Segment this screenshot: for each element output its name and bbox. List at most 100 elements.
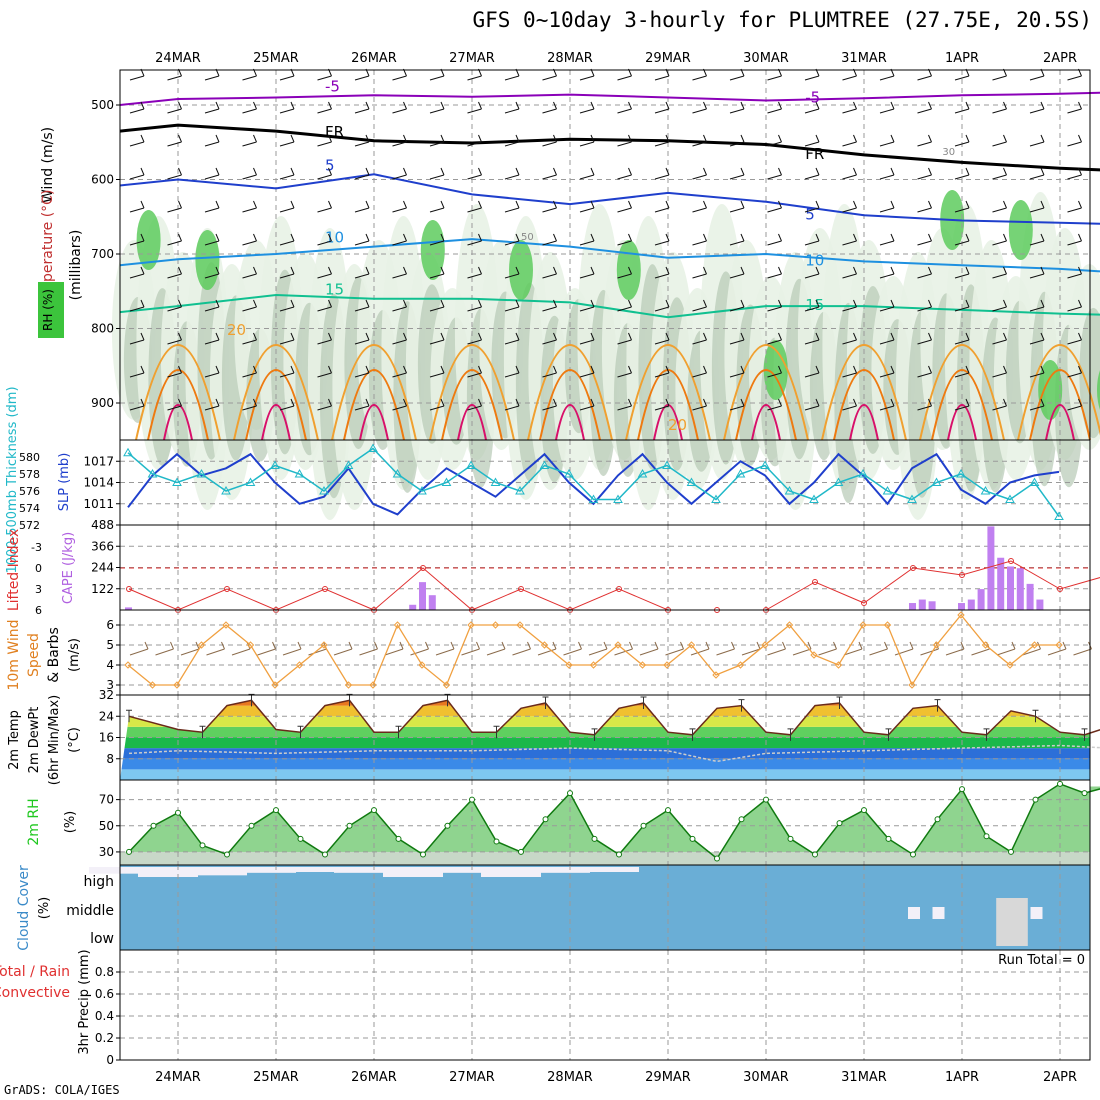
isotherm-t25: [1029, 369, 1091, 441]
wind-barb: [842, 101, 857, 114]
axis-label-temp: 2m Temp: [7, 710, 22, 770]
wind-barb-10m: [231, 641, 251, 656]
pressure-tick-label: 600: [91, 173, 114, 187]
thickness-point: [221, 485, 231, 495]
wind-barb: [729, 167, 745, 180]
date-label-top: 2APR: [1043, 51, 1077, 66]
isotherm-label: 15: [805, 296, 824, 314]
wind-barb: [504, 398, 520, 411]
wind-barb: [354, 101, 370, 114]
wind-barb: [1067, 299, 1082, 312]
isotherm-minus5: [119, 91, 1100, 106]
wind-barb: [954, 332, 970, 345]
lifted-index-point: [861, 600, 867, 606]
wind-barb: [992, 332, 1007, 345]
wind-barb: [467, 134, 482, 147]
wind-speed-point: [295, 661, 304, 669]
axis-label-temp-units: (°C): [67, 727, 82, 753]
cape-bar: [977, 589, 985, 610]
wind-barb-10m: [792, 641, 812, 656]
wind-speed-point: [785, 621, 794, 629]
wind-barb-10m: [180, 641, 200, 656]
rh-point: [910, 851, 916, 858]
lifted-index-point: [420, 565, 426, 571]
wind-barb: [617, 233, 632, 246]
wind-barb: [129, 299, 145, 312]
cape-bar: [1016, 568, 1024, 610]
lifted-index-line: [128, 560, 1100, 611]
temp-tick-label: 24: [99, 709, 114, 723]
wind-barb: [917, 200, 932, 213]
wind-barb: [804, 365, 820, 378]
isotherm-label: -5: [325, 77, 340, 95]
slp-tick-label: 1017: [83, 454, 114, 468]
wind-barb: [954, 101, 970, 114]
axis-label-millibars: (millibars): [68, 230, 84, 301]
rh-point: [346, 822, 353, 829]
rh-point: [812, 851, 818, 858]
wind-speed-point: [491, 621, 500, 629]
wind-barb: [654, 398, 670, 411]
wind-barb: [467, 167, 482, 180]
isotherm-t30: [359, 404, 389, 441]
wind-barb-10m: [410, 641, 429, 656]
thickness-point: [539, 460, 550, 469]
thickness-point: [441, 477, 452, 486]
cape-bar: [1036, 599, 1044, 610]
wind-barb: [242, 134, 257, 147]
wind-barb: [654, 134, 670, 147]
wind-speed-point: [344, 681, 353, 689]
wind-barb: [804, 299, 820, 312]
wind-barb: [579, 365, 595, 378]
wind-barb: [279, 365, 295, 378]
thickness-point: [711, 494, 721, 503]
wind-barb: [579, 134, 595, 147]
wind-barb: [654, 200, 670, 213]
wind-speed-point: [834, 661, 843, 669]
thickness-point: [760, 460, 770, 469]
wind-barb: [729, 200, 745, 213]
temp-minmax: [346, 693, 353, 707]
rh-point: [444, 822, 451, 829]
date-label-bottom: 25MAR: [253, 1070, 299, 1085]
wind-barb: [917, 101, 932, 114]
cloud-gap-low: [1006, 898, 1018, 946]
wind-barb: [579, 398, 595, 411]
rh-point: [616, 851, 622, 858]
wind-barb: [167, 332, 182, 345]
wind-barb: [242, 101, 257, 114]
thickness-point: [1029, 477, 1040, 486]
pressure-tick-label: 700: [91, 247, 114, 261]
isotherm-t20: [723, 344, 809, 441]
cape-tick-label: 122: [91, 582, 114, 596]
wind-barb: [129, 266, 145, 279]
cape-tick-label: 488: [91, 518, 114, 532]
isotherm-label: 5: [325, 156, 335, 174]
wind-barb: [279, 134, 295, 147]
wind-barb: [317, 134, 332, 147]
axis-label-minmax: (6hr Min/Max): [47, 695, 62, 785]
wind-barb: [954, 200, 970, 213]
thickness-point: [172, 477, 182, 486]
axis-label-total-rain: Total / Rain: [0, 964, 70, 980]
temp-minmax: [934, 699, 941, 712]
rh-point: [836, 820, 843, 827]
wind-barb: [879, 398, 895, 411]
cloud-gap-high: [432, 867, 492, 873]
wind-barb: [1067, 332, 1082, 345]
temp-minmax: [738, 699, 745, 712]
temp-tick-label: 16: [99, 731, 114, 745]
axis-label-wind: Wind (m/s): [40, 127, 56, 203]
wind-barb: [842, 332, 857, 345]
wind-speed-point: [369, 681, 377, 689]
wind-barb: [654, 332, 670, 345]
wind-barb: [167, 134, 182, 147]
cloud-gap-middle: [908, 907, 920, 919]
axis-label-slp: SLP (mb): [57, 453, 72, 512]
wind-barb: [804, 233, 820, 246]
thickness-point: [147, 468, 158, 478]
cloud-gap-high: [285, 867, 345, 872]
wind-speed-point: [687, 641, 696, 649]
wind-speed-point: [271, 681, 279, 689]
wind-barb: [392, 398, 407, 411]
